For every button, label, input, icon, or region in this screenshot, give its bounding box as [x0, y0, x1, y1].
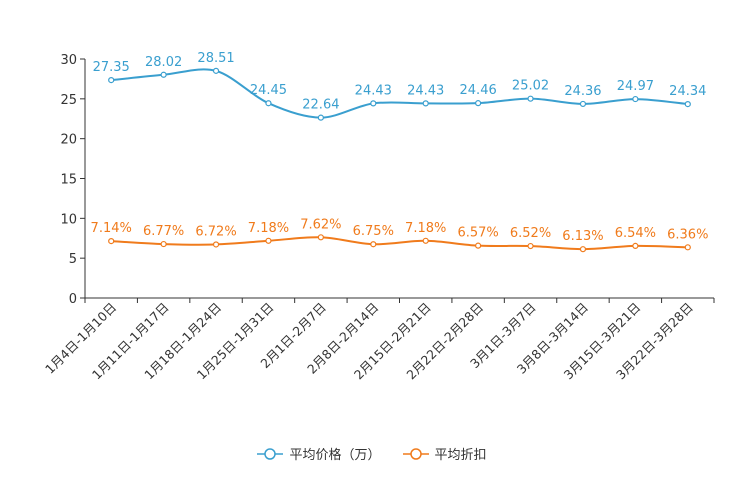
legend: 平均价格（万） 平均折扣 [0, 444, 744, 463]
data-point [108, 77, 115, 84]
y-tick-label: 5 [69, 252, 77, 267]
data-point [684, 100, 691, 108]
legend-price-marker-icon [257, 447, 284, 460]
data-label: 24.97 [617, 79, 654, 94]
data-point [579, 246, 587, 253]
y-tick-label: 0 [69, 292, 77, 307]
data-point [265, 100, 272, 107]
data-label: 28.02 [145, 55, 182, 70]
data-point [475, 100, 482, 107]
data-point [579, 100, 587, 108]
series-line-0 [111, 68, 688, 119]
data-point [317, 234, 324, 241]
data-label: 24.34 [669, 84, 706, 99]
data-point [212, 241, 220, 248]
data-label: 6.36% [667, 227, 708, 242]
data-label: 6.72% [195, 224, 236, 239]
data-label: 24.45 [250, 83, 287, 98]
data-point [370, 100, 377, 107]
data-label: 24.46 [460, 83, 497, 98]
data-point [108, 238, 115, 245]
y-tick-label: 20 [60, 133, 77, 148]
data-label: 6.57% [457, 226, 498, 241]
data-point [370, 241, 377, 248]
legend-discount-marker-icon [402, 447, 429, 460]
data-point [475, 242, 482, 249]
data-label: 6.75% [353, 224, 394, 239]
y-tick-label: 30 [60, 53, 77, 68]
data-point [265, 237, 272, 244]
data-point [160, 71, 167, 78]
data-point [212, 67, 220, 74]
legend-item-price[interactable]: 平均价格（万） [257, 444, 381, 463]
data-point [632, 95, 639, 103]
data-point [632, 242, 639, 249]
data-label: 6.13% [562, 229, 603, 244]
data-label: 24.36 [564, 84, 601, 99]
data-point [317, 114, 324, 121]
data-label: 6.77% [143, 224, 184, 239]
series-line-1 [111, 236, 688, 251]
data-point [422, 100, 429, 107]
data-label: 7.18% [405, 221, 446, 236]
y-tick-label: 15 [60, 173, 77, 188]
legend-item-discount[interactable]: 平均折扣 [402, 444, 487, 463]
y-tick-label: 10 [60, 212, 77, 227]
data-label: 27.35 [93, 60, 130, 75]
data-point [422, 237, 429, 244]
y-tick-label: 25 [60, 93, 77, 108]
data-label: 25.02 [512, 79, 549, 94]
data-label: 6.54% [615, 226, 656, 241]
data-point [527, 95, 534, 102]
data-point [160, 240, 167, 248]
legend-discount-label: 平均折扣 [434, 448, 487, 463]
data-label: 22.64 [302, 98, 339, 113]
legend-price-label: 平均价格（万） [289, 448, 381, 463]
data-label: 28.51 [197, 51, 234, 66]
data-point [527, 242, 534, 250]
data-label: 24.43 [407, 83, 444, 98]
line-chart: 0510152025301月4日-1月10日1月11日-1月17日1月18日-1… [42, 51, 715, 382]
data-label: 7.18% [248, 221, 289, 236]
data-label: 24.43 [355, 83, 392, 98]
data-label: 6.52% [510, 226, 551, 241]
data-label: 7.62% [300, 217, 341, 232]
data-point [684, 244, 691, 251]
data-label: 7.14% [91, 221, 132, 236]
